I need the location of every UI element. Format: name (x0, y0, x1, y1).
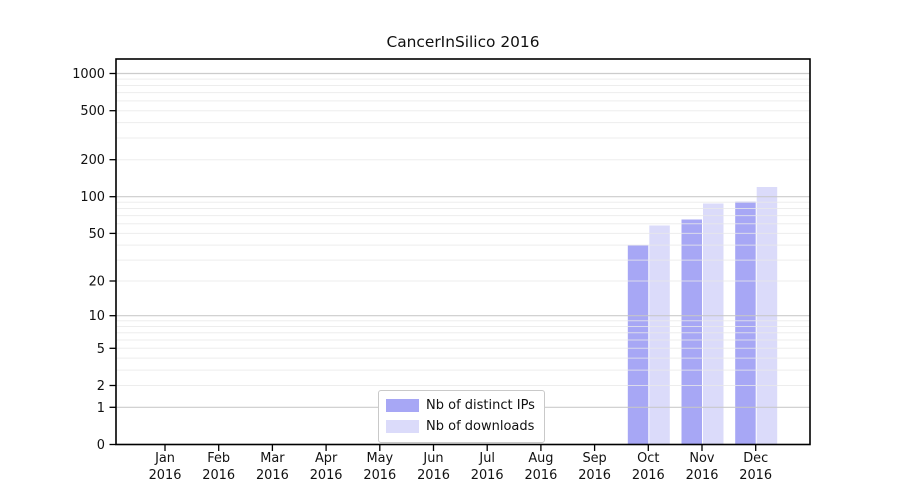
y-tick-label: 1 (97, 401, 105, 416)
bar-oct-nb-of-distinct-ips (627, 245, 649, 445)
bar-dec-nb-of-distinct-ips (735, 201, 756, 445)
x-tick-label-year: 2016 (471, 468, 504, 483)
legend-item-downloads: Nb of downloads (386, 418, 535, 435)
x-tick-label-month: Nov (689, 451, 715, 466)
y-axis: 0 1 2 5 10 20 50 100 200 500 1000 (72, 67, 116, 453)
x-tick-label-year: 2016 (149, 468, 182, 483)
x-tick-label-month: Mar (260, 451, 285, 466)
y-tick-label: 50 (89, 227, 105, 242)
x-tick-label-month: Jan (154, 451, 175, 466)
y-tick-label: 10 (89, 309, 105, 324)
x-tick-label-month: Aug (528, 451, 553, 466)
x-tick-label-year: 2016 (739, 468, 772, 483)
x-tick-label-year: 2016 (310, 468, 343, 483)
x-tick-label-month: Feb (207, 451, 230, 466)
x-tick-label-year: 2016 (632, 468, 665, 483)
y-tick-label: 1000 (72, 67, 105, 82)
x-tick-label-year: 2016 (686, 468, 719, 483)
x-tick-label-year: 2016 (524, 468, 557, 483)
x-tick-label-year: 2016 (417, 468, 450, 483)
x-tick-label-month: May (366, 451, 393, 466)
y-tick-label: 0 (97, 438, 105, 453)
bar-nov-nb-of-distinct-ips (681, 219, 702, 445)
chart-title: CancerInSilico 2016 (386, 33, 540, 51)
y-tick-label: 20 (89, 275, 105, 290)
legend-label-downloads: Nb of downloads (426, 419, 535, 434)
x-tick-label-year: 2016 (578, 468, 611, 483)
x-tick-label-month: Oct (637, 451, 659, 466)
bar-oct-nb-of-downloads (649, 225, 670, 445)
bar-nov-nb-of-downloads (703, 203, 724, 445)
y-tick-label: 200 (80, 153, 105, 168)
y-tick-label: 100 (80, 190, 105, 205)
x-tick-label-month: Jul (478, 451, 495, 466)
y-tick-label: 2 (97, 379, 105, 394)
legend-item-distinct-ips: Nb of distinct IPs (386, 397, 535, 414)
y-tick-label: 500 (80, 104, 105, 119)
legend-label-distinct-ips: Nb of distinct IPs (426, 398, 535, 413)
x-axis: Jan 2016 Feb 2016 Mar 2016 Apr 2016 May 2016 Jun 20… (149, 444, 772, 483)
x-tick-label-month: Jun (422, 451, 443, 466)
legend-swatch-distinct-ips (386, 399, 419, 412)
x-tick-label-year: 2016 (202, 468, 235, 483)
x-tick-label-month: Dec (743, 451, 768, 466)
x-tick-label-month: Apr (315, 451, 338, 466)
legend-swatch-downloads (386, 420, 419, 433)
legend: Nb of distinct IPs Nb of downloads (378, 390, 545, 443)
plot-border (115, 58, 811, 446)
y-tick-label: 5 (97, 342, 105, 357)
x-tick-label-year: 2016 (363, 468, 396, 483)
x-tick-label-year: 2016 (256, 468, 289, 483)
x-tick-label-month: Sep (582, 451, 606, 466)
gridlines-group (116, 72, 810, 408)
